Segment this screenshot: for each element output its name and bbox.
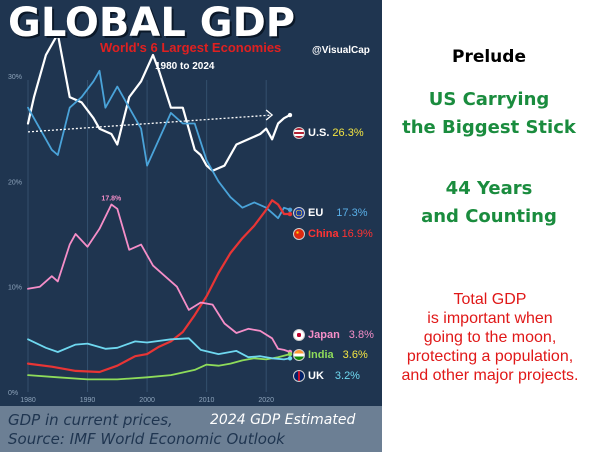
legend-entry-uk: UK 3.2% (293, 370, 360, 382)
series-endpoint (287, 356, 293, 361)
main-title: GLOBAL GDP (8, 0, 296, 46)
legend-entry-japan: Japan 3.8% (293, 329, 374, 341)
note-line-2: is important when (427, 310, 553, 327)
us-heading-line-2: the Biggest Stick (402, 117, 576, 138)
legend-name: UK (308, 370, 324, 382)
legend-entry-eu: EU 17.3% (293, 207, 367, 219)
note-line-3: going to the moon, (423, 329, 557, 346)
legend-name: India (308, 349, 334, 361)
series-endpoint (287, 112, 293, 118)
series-line-eu (27, 69, 291, 220)
gdp-line-chart: 1980 1990 2000 2010 2020 30% 20% 10% 0% 17.8% (8, 32, 293, 404)
china-flag-icon (293, 228, 305, 240)
infographic-panel: 1980 1990 2000 2010 2020 30% 20% 10% 0% 17.8% GLO… (0, 0, 382, 452)
legend-name: U.S. (308, 127, 330, 139)
x-tick-label: 2000 (139, 397, 155, 404)
legend-name: Japan (308, 329, 340, 341)
uk-flag-icon (293, 370, 305, 382)
series-line-uk (27, 337, 291, 361)
y-tick-label: 30% (8, 74, 22, 81)
source-line-1: GDP in current prices, (8, 411, 173, 429)
date-range: 1980 to 2024 (155, 61, 215, 72)
x-tick-label: 1990 (80, 397, 96, 404)
legend-value: 3.2% (334, 370, 360, 382)
trend-arrow-line (27, 114, 273, 133)
years-heading-line-2: and Counting (421, 206, 557, 227)
x-tick-label: 1980 (20, 397, 36, 404)
series-line-india (27, 353, 291, 381)
series-line-china (26, 199, 292, 374)
series-line-japan (27, 203, 291, 353)
y-tick-label: 10% (8, 285, 22, 292)
gdp-note: Total GDP is important when going to the… (390, 290, 590, 385)
japan-flag-icon (293, 329, 305, 341)
x-tick-label: 2020 (258, 397, 274, 404)
peak-annotation: 17.8% (101, 196, 122, 203)
years-heading-line-1: 44 Years (445, 178, 533, 199)
legend-entry-india: India 3.6% (293, 349, 368, 361)
series-endpoint (287, 351, 293, 357)
y-tick-label: 0% (8, 390, 18, 397)
estimated-label: 2024 GDP Estimated (210, 412, 356, 428)
legend-value: 26.3% (332, 127, 364, 139)
legend-entry-us: U.S. 26.3% (293, 127, 364, 139)
legend-name: EU (308, 207, 324, 219)
legend-name: China (308, 228, 339, 240)
x-tick-label: 2010 (199, 397, 215, 404)
series-endpoint (287, 207, 293, 213)
source-line-2: Source: IMF World Economic Outlook (8, 430, 285, 448)
trend-arrow-head (265, 109, 274, 121)
prelude-heading: Prelude (451, 47, 526, 67)
us-flag-icon (293, 127, 305, 139)
legend-value: 16.9% (341, 228, 373, 240)
india-flag-icon (293, 349, 305, 361)
chart-subtitle: World's 6 Largest Economies (100, 40, 282, 55)
note-line-4: protecting a population, (406, 348, 574, 365)
source-box (0, 406, 382, 452)
years-heading: 44 Years and Counting (385, 175, 593, 231)
credit-label: @VisualCap (312, 45, 370, 56)
us-heading-line-1: US Carrying (428, 89, 550, 110)
series-endpoint (287, 211, 293, 217)
eu-flag-icon (293, 207, 305, 219)
legend-value: 17.3% (336, 207, 368, 219)
note-line-5: and other major projects. (401, 367, 579, 384)
y-tick-label: 20% (8, 179, 22, 186)
note-line-1: Total GDP (453, 291, 527, 308)
us-heading: US Carrying the Biggest Stick (385, 86, 593, 142)
legend-entry-china: China 16.9% (293, 228, 373, 240)
legend-value: 3.8% (348, 329, 374, 341)
legend-value: 3.6% (342, 349, 368, 361)
